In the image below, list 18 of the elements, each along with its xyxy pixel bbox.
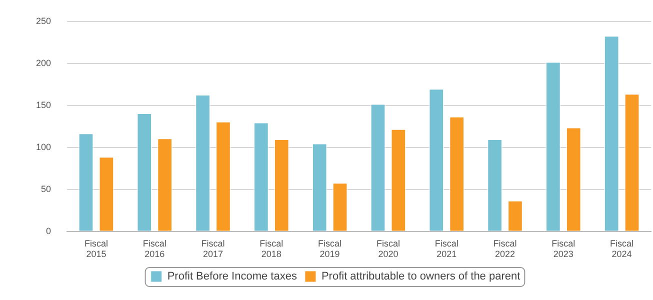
y-tick-label: 100 xyxy=(36,142,52,152)
x-tick-label: Fiscal 2022 xyxy=(493,238,517,260)
y-tick-label: 0 xyxy=(46,226,52,236)
x-tick-label: Fiscal 2017 xyxy=(201,238,225,260)
x-tick-label: Fiscal 2018 xyxy=(260,238,284,260)
x-tick-label: Fiscal 2015 xyxy=(84,238,108,260)
x-tick-label: Fiscal 2019 xyxy=(318,238,342,260)
x-tick-label: Fiscal 2021 xyxy=(434,238,458,260)
y-tick-label: 200 xyxy=(36,58,52,68)
y-tick-label: 250 xyxy=(36,16,52,26)
y-tick-label: 150 xyxy=(36,100,52,110)
x-tick-label: Fiscal 2023 xyxy=(552,238,576,260)
x-tick-label: Fiscal 2020 xyxy=(376,238,400,260)
legend-label: Profit Before Income taxes xyxy=(167,270,298,283)
x-tick-label: Fiscal 2016 xyxy=(142,238,166,260)
x-tick-label: Fiscal 2024 xyxy=(610,238,634,260)
y-tick-label: 50 xyxy=(41,184,52,194)
legend-label: Profit attributable to owners of the parent xyxy=(321,270,520,283)
